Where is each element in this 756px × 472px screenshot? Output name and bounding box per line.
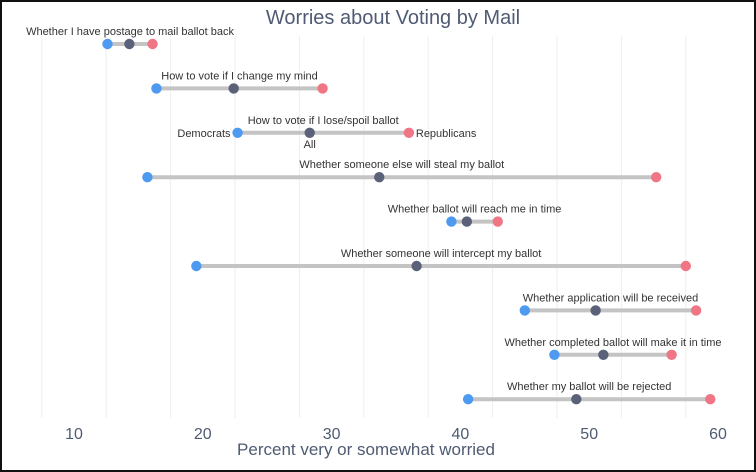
dumbbell-row: Whether application will be received xyxy=(519,292,702,316)
point-all xyxy=(411,260,422,272)
row-label: Whether ballot will reach me in time xyxy=(388,204,562,216)
x-tick-label: 50 xyxy=(580,426,598,443)
dumbbell-row: How to vote if I lose/spoil ballot Democr… xyxy=(177,115,477,151)
point-all xyxy=(598,349,609,360)
point-democrats xyxy=(151,83,162,94)
point-republicans xyxy=(680,260,691,272)
dumbbell-row: Whether ballot will reach me in time xyxy=(388,204,562,227)
point-democrats xyxy=(142,172,153,183)
point-democrats xyxy=(446,216,457,227)
x-tick-label: 40 xyxy=(452,426,470,443)
annotation-republicans: Republicans xyxy=(416,128,477,140)
row-label: Whether I have postage to mail ballot ba… xyxy=(26,26,234,38)
point-democrats xyxy=(519,305,530,316)
x-tick-label: 10 xyxy=(65,426,83,443)
x-axis-ticks: 10 20 30 40 50 60 xyxy=(65,426,727,443)
row-label: Whether application will be received xyxy=(523,292,698,304)
point-republicans xyxy=(492,216,503,227)
annotation-all: All xyxy=(304,139,316,151)
point-all xyxy=(461,216,473,227)
dumbbell-row: Whether someone else will steal my ballo… xyxy=(142,159,662,183)
point-republicans xyxy=(403,127,415,138)
grid-lines xyxy=(41,36,687,418)
point-all xyxy=(590,305,601,316)
point-democrats xyxy=(102,38,113,50)
x-tick-label: 20 xyxy=(194,426,212,443)
x-axis-label: Percent very or somewhat worried xyxy=(237,440,495,459)
dumbbell-row: Whether completed ballot will make it in… xyxy=(505,337,722,360)
dumbbell-row: Whether someone will intercept my ballot xyxy=(191,248,691,272)
row-label: How to vote if I change my mind xyxy=(161,70,318,82)
row-label: Whether completed ballot will make it in… xyxy=(505,337,722,349)
point-all xyxy=(124,38,135,50)
point-republicans xyxy=(317,83,328,94)
row-label: How to vote if I lose/spoil ballot xyxy=(248,115,399,127)
dumbbell-row: Whether I have postage to mail ballot ba… xyxy=(26,26,234,50)
point-democrats xyxy=(549,349,560,360)
x-tick-label: 30 xyxy=(323,426,341,443)
point-democrats xyxy=(191,260,202,272)
point-democrats xyxy=(232,127,243,138)
x-tick-label: 60 xyxy=(709,426,727,443)
point-democrats xyxy=(462,394,474,405)
point-all xyxy=(374,172,385,183)
point-republicans xyxy=(666,349,677,360)
dumbbell-row: Whether my ballot will be rejected xyxy=(462,381,716,405)
point-all xyxy=(304,127,315,138)
point-republicans xyxy=(147,38,158,50)
annotation-democrats: Democrats xyxy=(177,128,231,140)
dumbbell-rows: Whether I have postage to mail ballot ba… xyxy=(26,26,722,405)
chart-title: Worries about Voting by Mail xyxy=(266,7,520,29)
row-label: Whether someone else will steal my ballo… xyxy=(299,159,504,171)
point-republicans xyxy=(705,394,716,405)
row-label: Whether someone will intercept my ballot xyxy=(341,248,542,260)
point-republicans xyxy=(650,172,662,183)
dumbbell-row: How to vote if I change my mind xyxy=(151,70,328,94)
point-republicans xyxy=(690,305,702,316)
row-label: Whether my ballot will be rejected xyxy=(507,381,671,393)
point-all xyxy=(571,394,582,405)
point-all xyxy=(228,83,239,94)
